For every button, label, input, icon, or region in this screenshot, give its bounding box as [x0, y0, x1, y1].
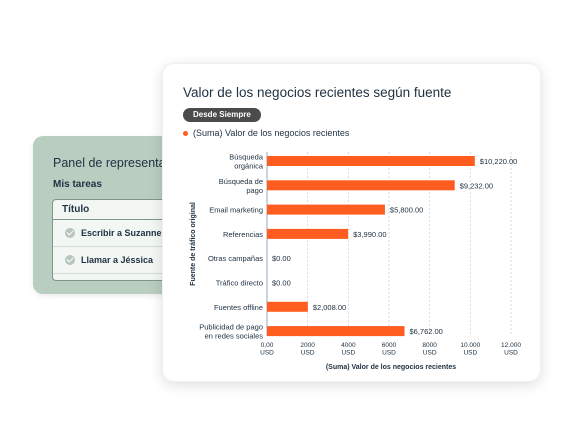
bar: [267, 326, 405, 337]
task-row[interactable]: Llamar a Jéssica: [53, 247, 183, 274]
chart-card: Valor de los negocios recientes según fu…: [162, 63, 541, 382]
bar-value-label: $0.00: [272, 254, 291, 263]
category-label: Referencias: [223, 230, 263, 239]
category-label: Otras campañas: [208, 254, 263, 263]
x-tick-label: 2000 USD: [300, 342, 315, 357]
x-tick-label: 4000 USD: [341, 342, 356, 357]
check-circle-icon[interactable]: [65, 228, 75, 238]
bar: [267, 301, 308, 312]
bar-value-label: $3,990.00: [353, 230, 386, 239]
x-tick-label: 12.000 USD: [501, 342, 521, 357]
task-panel: Panel de representant Mis tareas Título …: [33, 136, 183, 294]
task-label: Llamar a Jéssica: [81, 255, 154, 265]
date-range-badge[interactable]: Desde Siempre: [183, 108, 261, 122]
legend-label: (Suma) Valor de los negocios recientes: [193, 128, 350, 138]
bar-value-label: $5,800.00: [390, 206, 423, 215]
check-circle-icon[interactable]: [65, 255, 75, 265]
chart-legend: (Suma) Valor de los negocios recientes: [183, 128, 349, 138]
category-label: Fuentes offline: [214, 303, 263, 312]
category-label: Tráfico directo: [216, 279, 263, 288]
y-axis-title: Fuente de tráfico original: [190, 202, 197, 286]
x-tick-label: 8000 USD: [422, 342, 437, 357]
bar: [267, 156, 475, 166]
category-label: Búsqueda de pago: [219, 177, 263, 195]
task-panel-subtitle: Mis tareas: [53, 179, 102, 190]
task-row[interactable]: Escribir a Suzanne: [53, 220, 183, 247]
task-label: Escribir a Suzanne: [81, 228, 162, 238]
chart-title: Valor de los negocios recientes según fu…: [183, 85, 452, 100]
x-tick-label: 10.000 USD: [460, 342, 480, 357]
bar-value-label: $9,232.00: [460, 181, 493, 190]
bar: [267, 228, 349, 239]
category-label: Búsqueda orgánica: [229, 153, 264, 171]
task-column-header: Título: [53, 200, 183, 220]
task-table: Título Escribir a Suzanne Llamar a Jéssi…: [52, 199, 183, 281]
bar-value-label: $0.00: [272, 279, 291, 288]
legend-dot-icon: [183, 130, 188, 136]
bar-value-label: $6,762.00: [409, 327, 442, 336]
bar-value-label: $10,220.00: [480, 157, 518, 166]
bar-chart: 0,00 USD 2000 USD 4000 USD 6000 USD 8000 USD 10.00…: [190, 152, 521, 371]
x-axis-title: (Suma) Valor de los negocios recientes: [326, 364, 456, 371]
bar: [267, 180, 455, 191]
category-label: Publicidad de pago en redes sociales: [199, 323, 263, 341]
x-tick-label: 6000 USD: [382, 342, 397, 357]
x-tick-label: 0,00 USD: [260, 342, 274, 357]
bar: [267, 204, 385, 215]
task-panel-title: Panel de representant: [53, 156, 177, 170]
category-label: Email marketing: [209, 206, 263, 215]
bar-value-label: $2,008.00: [313, 303, 346, 312]
